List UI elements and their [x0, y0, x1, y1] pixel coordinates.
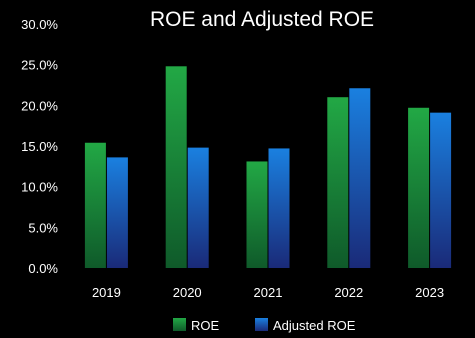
x-axis: 2019 2020 2021 2022 2023	[92, 285, 444, 300]
bar-adjusted-roe	[106, 157, 128, 268]
bar-adjusted-roe	[187, 147, 209, 268]
bar-adjusted-roe	[268, 148, 290, 268]
y-tick-label: 15.0%	[21, 139, 58, 154]
y-tick-label: 10.0%	[21, 180, 58, 195]
y-tick-label: 5.0%	[28, 220, 58, 235]
legend-label-adjusted-roe: Adjusted ROE	[273, 318, 356, 333]
bar-roe	[246, 161, 268, 268]
x-tick-label: 2019	[92, 285, 121, 300]
x-tick-label: 2021	[254, 285, 283, 300]
bar-roe	[408, 107, 430, 268]
legend-swatch-adjusted-roe	[255, 318, 268, 331]
bar-roe	[84, 142, 106, 268]
bar-adjusted-roe	[349, 88, 371, 269]
legend: ROE Adjusted ROE	[173, 318, 356, 333]
x-tick-label: 2023	[415, 285, 444, 300]
x-tick-label: 2020	[173, 285, 202, 300]
chart-title: ROE and Adjusted ROE	[150, 8, 374, 31]
legend-swatch-roe	[173, 318, 186, 331]
x-tick-label: 2022	[334, 285, 363, 300]
bars	[84, 66, 452, 269]
bar-roe	[165, 66, 187, 268]
y-tick-label: 30.0%	[21, 17, 58, 32]
y-tick-label: 25.0%	[21, 58, 58, 73]
y-tick-label: 20.0%	[21, 98, 58, 113]
y-tick-label: 0.0%	[28, 261, 58, 276]
bar-adjusted-roe	[430, 112, 452, 268]
bar-roe	[327, 97, 349, 268]
legend-label-roe: ROE	[191, 318, 220, 333]
y-axis: 0.0% 5.0% 10.0% 15.0% 20.0% 25.0% 30.0%	[21, 17, 58, 276]
